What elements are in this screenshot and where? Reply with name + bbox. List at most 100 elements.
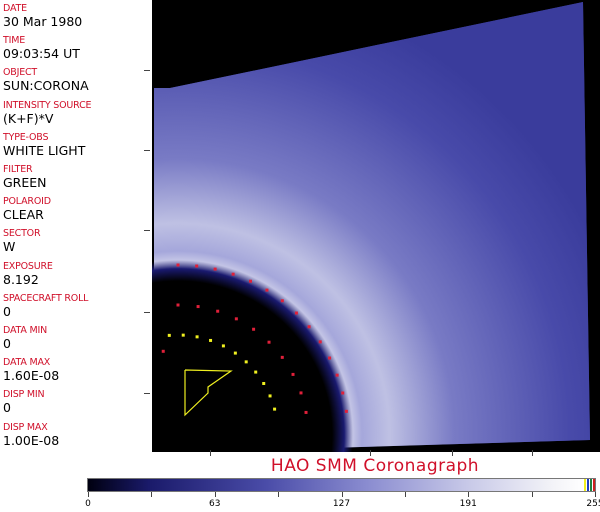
overlay-dot [299, 391, 303, 395]
axis-tick [144, 150, 150, 151]
overlay-dot [254, 370, 258, 374]
header-field: INTENSITY SOURCE (K+F)*V [3, 99, 92, 126]
overlay-markers [161, 263, 348, 414]
header-field: TIME 09:03:54 UT [3, 35, 80, 61]
colorbar-tick-label: 0 [85, 499, 91, 509]
field-label: SPACECRAFT ROLL [3, 292, 89, 304]
overlay-dot [344, 409, 348, 413]
field-label: SECTOR [3, 228, 41, 240]
field-label: INTENSITY SOURCE [3, 99, 92, 111]
field-label: TIME [3, 35, 26, 47]
field-value: WHITE LIGHT [3, 142, 86, 158]
field-label: OBJECT [3, 67, 38, 79]
overlay-dot [234, 317, 238, 321]
colorbar-tick-label: 191 [459, 499, 477, 509]
header-field: SECTOR W [3, 228, 41, 255]
field-label: TYPE-OBS [3, 131, 49, 143]
header-field: SPACECRAFT ROLL 0 [3, 293, 88, 319]
overlay-dot [209, 338, 213, 342]
axis-tick [210, 450, 211, 456]
axis-tick [144, 230, 150, 231]
colorbar-tick-label: 255 [586, 499, 600, 509]
field-value: 0 [3, 336, 11, 351]
field-label: DISP MAX [3, 421, 48, 433]
field-value: 1.00E-08 [3, 432, 60, 448]
field-label: DATA MIN [3, 325, 47, 336]
overlay-dot [195, 264, 199, 268]
axis-tick [144, 312, 150, 313]
field-value: 8.192 [3, 271, 39, 287]
overlay-dot [248, 279, 252, 283]
colorbar-tick [341, 492, 343, 497]
colorbar-tick [531, 492, 533, 497]
colorbar-tick [214, 492, 216, 497]
occulter-disk [152, 240, 392, 452]
field-value: 09:03:54 UT [3, 46, 80, 62]
instrument-title: HAO SMM Coronagraph [270, 456, 480, 476]
field-value: 0 [3, 400, 11, 416]
overlay-dot [231, 272, 235, 276]
field-label: POLAROID [3, 196, 51, 208]
overlay-dot [176, 303, 180, 307]
field-label: DATA MAX [3, 357, 51, 369]
overlay-dot [280, 355, 284, 359]
field-label: EXPOSURE [3, 260, 53, 272]
overlay-dot [252, 327, 256, 331]
colorbar [87, 478, 596, 492]
header-field: EXPOSURE 8.192 [3, 261, 53, 287]
overlay-dot [244, 360, 248, 364]
colorbar-tick-label: 63 [209, 499, 221, 509]
header-field: DATA MAX 1.60E-08 [3, 357, 59, 383]
colorbar-tick [404, 492, 406, 497]
header-field: DATE 30 Mar 1980 [3, 3, 82, 29]
field-value: 30 Mar 1980 [3, 14, 83, 29]
field-label: DISP MIN [3, 389, 45, 401]
colorbar-tick [151, 492, 153, 497]
colorbar-tick [278, 492, 280, 497]
overlay-dot [181, 333, 185, 337]
header-field: FILTER GREEN [3, 164, 47, 190]
overlay-triangle [184, 369, 233, 417]
field-value: W [3, 239, 16, 255]
overlay-dot [280, 299, 284, 303]
field-value: 0 [3, 303, 11, 319]
overlay-dot [335, 373, 339, 377]
field-value: (K+F)*V [3, 110, 54, 126]
field-value: GREEN [3, 175, 47, 190]
header-field: DISP MIN 0 [3, 389, 45, 416]
colorbar-tick [468, 492, 470, 497]
header-field: DISP MAX 1.00E-08 [3, 422, 59, 448]
field-label: DATE [3, 3, 27, 14]
overlay-dot [167, 333, 171, 337]
overlay-dot [196, 305, 200, 309]
overlay-dot [341, 391, 345, 395]
overlay-dot [265, 288, 269, 292]
overlay-dot [233, 351, 237, 355]
field-label: FILTER [3, 164, 33, 175]
colorbar-tick [595, 492, 596, 497]
header-field: OBJECT SUN:CORONA [3, 67, 89, 93]
overlay-dot [176, 263, 180, 267]
colorbar-tick [88, 492, 89, 497]
axis-tick [144, 393, 150, 394]
overlay-dot [213, 267, 217, 271]
axis-tick [144, 70, 150, 71]
overlay-dot [216, 309, 220, 313]
overlay-dot [318, 340, 322, 344]
overlay-dot [221, 344, 225, 348]
overlay-dot [291, 372, 295, 376]
field-value: SUN:CORONA [3, 78, 89, 94]
axis-tick [452, 450, 453, 456]
overlay-dot [304, 410, 308, 414]
overlay-dot [328, 356, 332, 360]
axis-tick [532, 450, 533, 456]
coronagraph-image [152, 0, 600, 452]
overlay-dot [262, 381, 266, 385]
field-value: CLEAR [3, 207, 44, 223]
overlay-dot [195, 335, 199, 339]
overlay-dot [273, 407, 277, 411]
header-field: POLAROID CLEAR [3, 196, 51, 222]
overlay-dot [307, 325, 311, 329]
header-info-panel: DATE 30 Mar 1980 TIME 09:03:54 UT OBJECT SUN:… [0, 0, 150, 450]
header-field: TYPE-OBS WHITE LIGHT [3, 132, 85, 158]
